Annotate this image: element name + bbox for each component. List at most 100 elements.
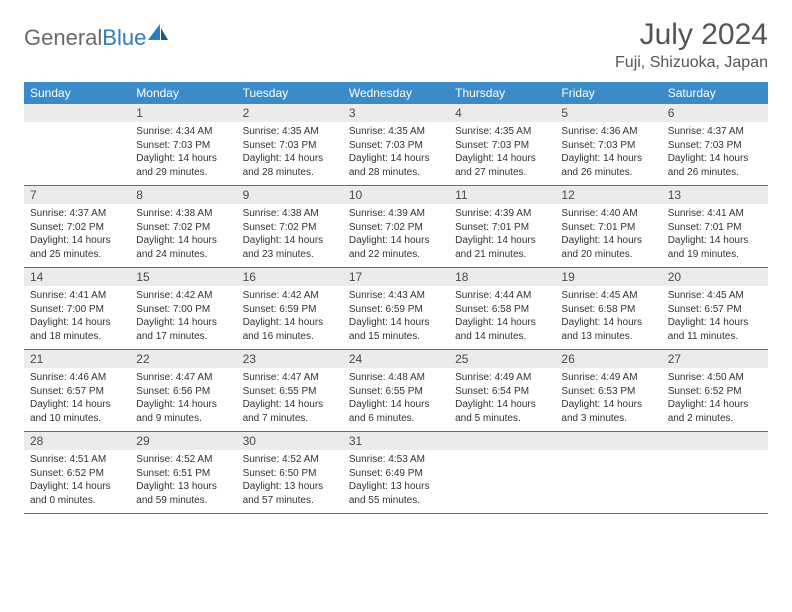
sunrise-line: Sunrise: 4:40 AM — [561, 207, 655, 221]
calendar-body: 1Sunrise: 4:34 AMSunset: 7:03 PMDaylight… — [24, 104, 768, 514]
day-number: 17 — [343, 268, 449, 286]
sunset-line: Sunset: 7:01 PM — [668, 221, 762, 235]
day-body: Sunrise: 4:38 AMSunset: 7:02 PMDaylight:… — [237, 204, 343, 267]
day-number: 31 — [343, 432, 449, 450]
day-body: Sunrise: 4:35 AMSunset: 7:03 PMDaylight:… — [343, 122, 449, 185]
calendar-week-row: 21Sunrise: 4:46 AMSunset: 6:57 PMDayligh… — [24, 350, 768, 432]
sunrise-line: Sunrise: 4:39 AM — [349, 207, 443, 221]
calendar-day-cell: 1Sunrise: 4:34 AMSunset: 7:03 PMDaylight… — [130, 104, 236, 186]
calendar-week-row: 14Sunrise: 4:41 AMSunset: 7:00 PMDayligh… — [24, 268, 768, 350]
sunset-line: Sunset: 7:03 PM — [136, 139, 230, 153]
sunset-line: Sunset: 6:58 PM — [455, 303, 549, 317]
day-body: Sunrise: 4:49 AMSunset: 6:54 PMDaylight:… — [449, 368, 555, 431]
calendar-day-cell: 28Sunrise: 4:51 AMSunset: 6:52 PMDayligh… — [24, 432, 130, 514]
day-body: Sunrise: 4:48 AMSunset: 6:55 PMDaylight:… — [343, 368, 449, 431]
day-body: Sunrise: 4:44 AMSunset: 6:58 PMDaylight:… — [449, 286, 555, 349]
daylight-line: Daylight: 14 hours and 18 minutes. — [30, 316, 124, 343]
logo-text-blue: Blue — [102, 25, 146, 51]
day-number: 22 — [130, 350, 236, 368]
day-number: 24 — [343, 350, 449, 368]
day-body: Sunrise: 4:35 AMSunset: 7:03 PMDaylight:… — [449, 122, 555, 185]
sunset-line: Sunset: 7:01 PM — [561, 221, 655, 235]
day-header: Tuesday — [237, 82, 343, 104]
daylight-line: Daylight: 14 hours and 15 minutes. — [349, 316, 443, 343]
daylight-line: Daylight: 13 hours and 55 minutes. — [349, 480, 443, 507]
calendar-empty-cell — [555, 432, 661, 514]
sunset-line: Sunset: 6:53 PM — [561, 385, 655, 399]
calendar-day-cell: 25Sunrise: 4:49 AMSunset: 6:54 PMDayligh… — [449, 350, 555, 432]
day-number: 8 — [130, 186, 236, 204]
day-body: Sunrise: 4:51 AMSunset: 6:52 PMDaylight:… — [24, 450, 130, 513]
sunset-line: Sunset: 6:58 PM — [561, 303, 655, 317]
day-body: Sunrise: 4:42 AMSunset: 7:00 PMDaylight:… — [130, 286, 236, 349]
day-number: 4 — [449, 104, 555, 122]
day-body: Sunrise: 4:39 AMSunset: 7:01 PMDaylight:… — [449, 204, 555, 267]
calendar-day-cell: 26Sunrise: 4:49 AMSunset: 6:53 PMDayligh… — [555, 350, 661, 432]
day-body: Sunrise: 4:34 AMSunset: 7:03 PMDaylight:… — [130, 122, 236, 185]
location: Fuji, Shizuoka, Japan — [615, 54, 768, 72]
sunset-line: Sunset: 6:59 PM — [243, 303, 337, 317]
sunrise-line: Sunrise: 4:50 AM — [668, 371, 762, 385]
sunrise-line: Sunrise: 4:41 AM — [30, 289, 124, 303]
sunrise-line: Sunrise: 4:52 AM — [136, 453, 230, 467]
calendar-day-cell: 11Sunrise: 4:39 AMSunset: 7:01 PMDayligh… — [449, 186, 555, 268]
daylight-line: Daylight: 14 hours and 27 minutes. — [455, 152, 549, 179]
day-number: 3 — [343, 104, 449, 122]
day-body: Sunrise: 4:41 AMSunset: 7:01 PMDaylight:… — [662, 204, 768, 267]
sunset-line: Sunset: 6:56 PM — [136, 385, 230, 399]
sunset-line: Sunset: 7:02 PM — [243, 221, 337, 235]
day-body: Sunrise: 4:47 AMSunset: 6:55 PMDaylight:… — [237, 368, 343, 431]
day-number: 6 — [662, 104, 768, 122]
logo: GeneralBlue — [24, 18, 168, 52]
daylight-line: Daylight: 14 hours and 13 minutes. — [561, 316, 655, 343]
daylight-line: Daylight: 14 hours and 29 minutes. — [136, 152, 230, 179]
sunrise-line: Sunrise: 4:36 AM — [561, 125, 655, 139]
day-number — [662, 432, 768, 450]
calendar-week-row: 28Sunrise: 4:51 AMSunset: 6:52 PMDayligh… — [24, 432, 768, 514]
day-number: 12 — [555, 186, 661, 204]
sunrise-line: Sunrise: 4:44 AM — [455, 289, 549, 303]
daylight-line: Daylight: 14 hours and 28 minutes. — [243, 152, 337, 179]
day-body: Sunrise: 4:37 AMSunset: 7:03 PMDaylight:… — [662, 122, 768, 185]
sunset-line: Sunset: 7:01 PM — [455, 221, 549, 235]
calendar-table: SundayMondayTuesdayWednesdayThursdayFrid… — [24, 82, 768, 514]
sunrise-line: Sunrise: 4:38 AM — [136, 207, 230, 221]
sunset-line: Sunset: 7:00 PM — [30, 303, 124, 317]
sunset-line: Sunset: 6:52 PM — [668, 385, 762, 399]
calendar-day-cell: 2Sunrise: 4:35 AMSunset: 7:03 PMDaylight… — [237, 104, 343, 186]
calendar-day-cell: 29Sunrise: 4:52 AMSunset: 6:51 PMDayligh… — [130, 432, 236, 514]
sunset-line: Sunset: 7:02 PM — [136, 221, 230, 235]
day-header: Saturday — [662, 82, 768, 104]
daylight-line: Daylight: 13 hours and 57 minutes. — [243, 480, 337, 507]
sunrise-line: Sunrise: 4:51 AM — [30, 453, 124, 467]
daylight-line: Daylight: 14 hours and 2 minutes. — [668, 398, 762, 425]
calendar-day-cell: 10Sunrise: 4:39 AMSunset: 7:02 PMDayligh… — [343, 186, 449, 268]
calendar-day-cell: 3Sunrise: 4:35 AMSunset: 7:03 PMDaylight… — [343, 104, 449, 186]
day-body: Sunrise: 4:45 AMSunset: 6:57 PMDaylight:… — [662, 286, 768, 349]
day-header: Friday — [555, 82, 661, 104]
calendar-day-cell: 22Sunrise: 4:47 AMSunset: 6:56 PMDayligh… — [130, 350, 236, 432]
month-title: July 2024 — [615, 18, 768, 52]
day-number: 18 — [449, 268, 555, 286]
daylight-line: Daylight: 14 hours and 20 minutes. — [561, 234, 655, 261]
sunrise-line: Sunrise: 4:43 AM — [349, 289, 443, 303]
calendar-day-cell: 21Sunrise: 4:46 AMSunset: 6:57 PMDayligh… — [24, 350, 130, 432]
calendar-day-cell: 14Sunrise: 4:41 AMSunset: 7:00 PMDayligh… — [24, 268, 130, 350]
sunset-line: Sunset: 6:57 PM — [30, 385, 124, 399]
day-body: Sunrise: 4:38 AMSunset: 7:02 PMDaylight:… — [130, 204, 236, 267]
day-number: 23 — [237, 350, 343, 368]
sunrise-line: Sunrise: 4:37 AM — [668, 125, 762, 139]
day-body — [555, 450, 661, 508]
calendar-empty-cell — [662, 432, 768, 514]
day-body: Sunrise: 4:37 AMSunset: 7:02 PMDaylight:… — [24, 204, 130, 267]
calendar-day-cell: 15Sunrise: 4:42 AMSunset: 7:00 PMDayligh… — [130, 268, 236, 350]
title-block: July 2024 Fuji, Shizuoka, Japan — [615, 18, 768, 72]
day-body — [449, 450, 555, 508]
day-header: Monday — [130, 82, 236, 104]
sunrise-line: Sunrise: 4:52 AM — [243, 453, 337, 467]
calendar-day-cell: 5Sunrise: 4:36 AMSunset: 7:03 PMDaylight… — [555, 104, 661, 186]
daylight-line: Daylight: 14 hours and 25 minutes. — [30, 234, 124, 261]
sunrise-line: Sunrise: 4:42 AM — [136, 289, 230, 303]
daylight-line: Daylight: 14 hours and 24 minutes. — [136, 234, 230, 261]
calendar-day-cell: 23Sunrise: 4:47 AMSunset: 6:55 PMDayligh… — [237, 350, 343, 432]
